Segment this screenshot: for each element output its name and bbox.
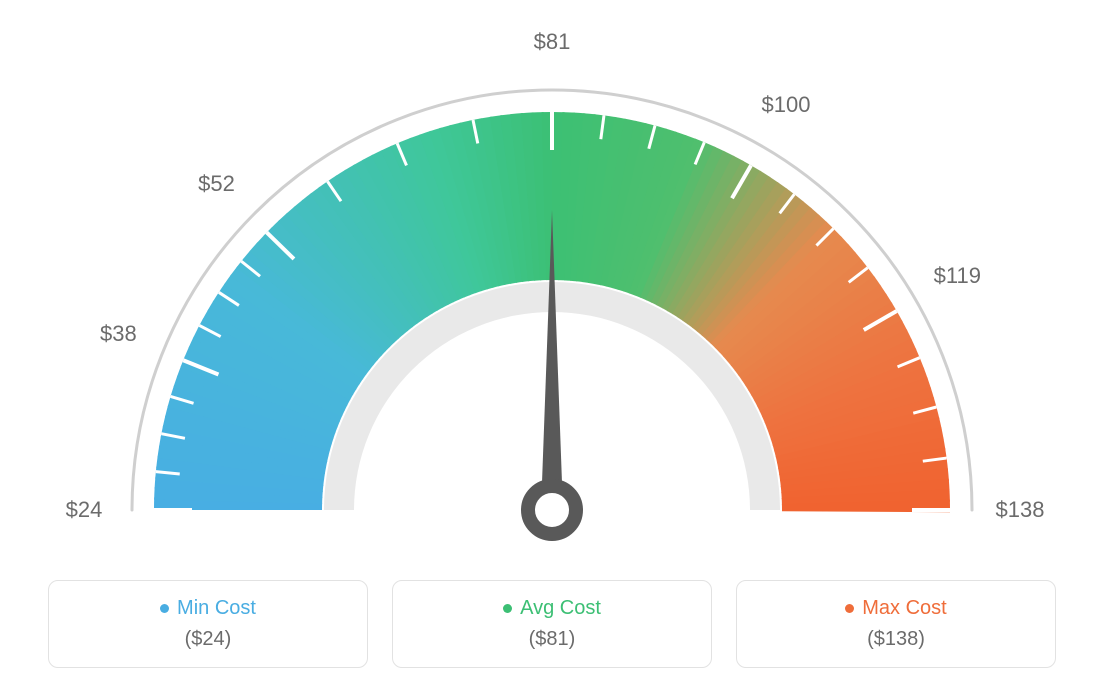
- gauge-tick-label: $81: [534, 29, 571, 55]
- legend-value-max: ($138): [867, 628, 925, 651]
- legend-label-min: Min Cost: [177, 597, 256, 620]
- legend-dot-max: [845, 604, 854, 613]
- gauge-tick-label: $38: [100, 321, 137, 347]
- legend-title-avg: Avg Cost: [503, 597, 601, 620]
- legend-value-min: ($24): [185, 628, 232, 651]
- gauge-tick-label: $100: [762, 92, 811, 118]
- gauge-tick-label: $138: [996, 497, 1045, 523]
- legend-card-min: Min Cost ($24): [48, 580, 368, 668]
- gauge-tick-label: $119: [934, 263, 981, 289]
- legend-dot-min: [160, 604, 169, 613]
- legend-dot-avg: [503, 604, 512, 613]
- legend-label-max: Max Cost: [862, 597, 946, 620]
- legend-label-avg: Avg Cost: [520, 597, 601, 620]
- legend-card-avg: Avg Cost ($81): [392, 580, 712, 668]
- gauge-tick-label: $24: [66, 497, 103, 523]
- legend-card-max: Max Cost ($138): [736, 580, 1056, 668]
- gauge-tick-label: $52: [198, 171, 235, 197]
- legend-value-avg: ($81): [529, 628, 576, 651]
- legend-row: Min Cost ($24) Avg Cost ($81) Max Cost (…: [0, 580, 1104, 668]
- gauge-needle-hub: [528, 486, 576, 534]
- legend-title-min: Min Cost: [160, 597, 256, 620]
- cost-gauge-chart: $24 $38 $52 $81 $100 $119 $138: [0, 0, 1104, 560]
- legend-title-max: Max Cost: [845, 597, 946, 620]
